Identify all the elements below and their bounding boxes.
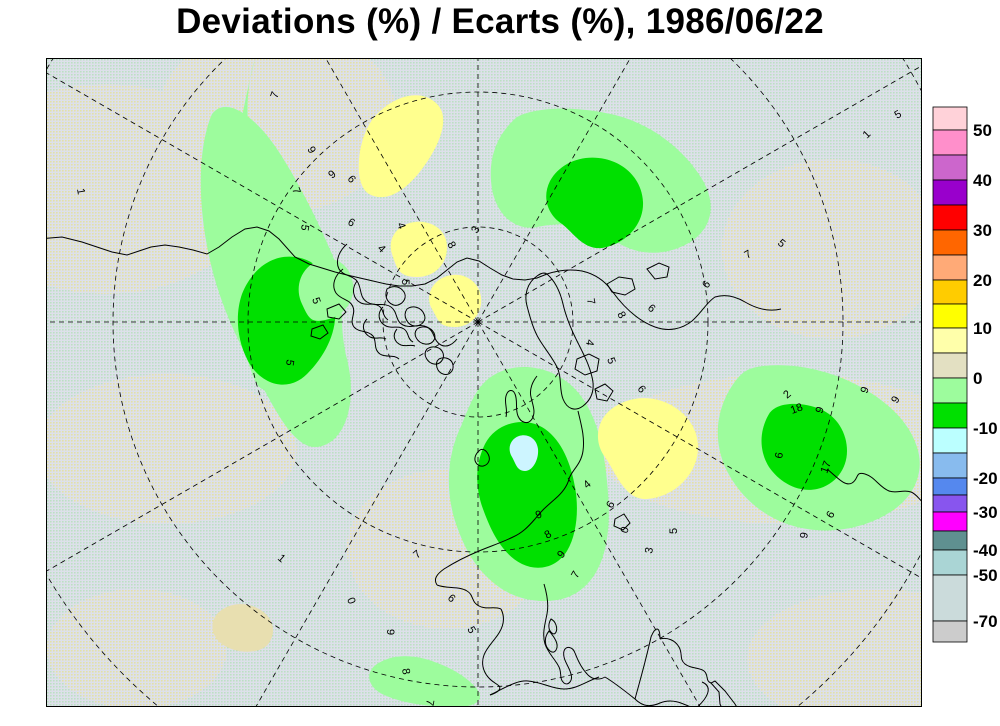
svg-text:-20: -20 bbox=[973, 469, 998, 488]
svg-text:20: 20 bbox=[973, 271, 992, 290]
svg-text:30: 30 bbox=[973, 221, 992, 240]
svg-text:-10: -10 bbox=[973, 419, 998, 438]
svg-text:50: 50 bbox=[973, 121, 992, 140]
svg-text:9: 9 bbox=[384, 629, 396, 635]
svg-text:40: 40 bbox=[973, 171, 992, 190]
svg-text:-50: -50 bbox=[973, 566, 998, 585]
svg-text:5: 5 bbox=[668, 528, 680, 534]
svg-text:5: 5 bbox=[399, 279, 411, 285]
svg-text:-40: -40 bbox=[973, 541, 998, 560]
svg-text:-70: -70 bbox=[973, 612, 998, 631]
svg-text:10: 10 bbox=[973, 319, 992, 338]
svg-text:-30: -30 bbox=[973, 503, 998, 522]
svg-text:0: 0 bbox=[973, 369, 982, 388]
